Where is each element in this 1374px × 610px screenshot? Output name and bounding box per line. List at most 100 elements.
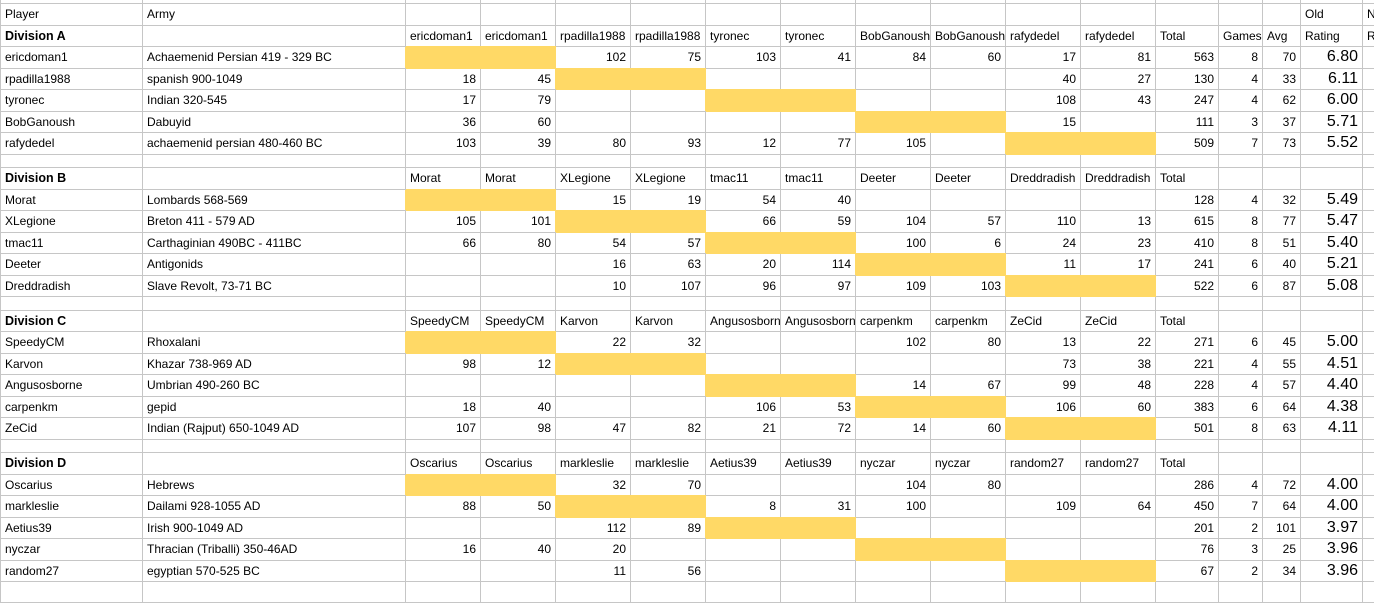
player-name-cell[interactable]: rpadilla1988: [0, 68, 143, 90]
empty-cell[interactable]: [480, 0, 556, 4]
empty-cell[interactable]: [855, 154, 931, 168]
score-cell[interactable]: [1080, 560, 1156, 582]
games-cell[interactable]: 8: [1218, 210, 1263, 233]
player-name-cell[interactable]: Deeter: [0, 253, 143, 276]
empty-cell[interactable]: [780, 3, 856, 26]
score-cell[interactable]: 98: [405, 353, 481, 375]
score-cell[interactable]: 12: [480, 353, 556, 375]
old-rating-cell[interactable]: 4.38: [1300, 396, 1363, 418]
empty-cell[interactable]: [1362, 560, 1374, 582]
score-cell[interactable]: 114: [780, 253, 856, 276]
empty-cell[interactable]: [1262, 452, 1301, 475]
empty-cell[interactable]: [1362, 296, 1374, 311]
empty-cell[interactable]: [480, 154, 556, 168]
score-cell[interactable]: [405, 331, 481, 354]
score-cell[interactable]: [780, 560, 856, 582]
empty-cell[interactable]: [142, 296, 406, 311]
player-name-cell[interactable]: XLegione: [0, 210, 143, 233]
score-cell[interactable]: [705, 560, 781, 582]
empty-cell[interactable]: [1155, 581, 1219, 603]
score-cell[interactable]: 66: [405, 232, 481, 254]
score-cell[interactable]: [405, 275, 481, 297]
empty-cell[interactable]: [555, 581, 631, 603]
empty-cell[interactable]: [1362, 538, 1374, 561]
empty-cell[interactable]: [1300, 439, 1363, 453]
score-cell[interactable]: [555, 111, 631, 133]
games-cell[interactable]: 6: [1218, 331, 1263, 354]
total-column-header[interactable]: Total: [1155, 310, 1219, 332]
opponent-column-header[interactable]: tmac11: [705, 167, 781, 190]
score-cell[interactable]: 12: [705, 132, 781, 155]
score-cell[interactable]: [405, 474, 481, 496]
opponent-column-header[interactable]: ZeCid: [1080, 310, 1156, 332]
total-cell[interactable]: 128: [1155, 189, 1219, 211]
empty-cell[interactable]: [930, 3, 1006, 26]
score-cell[interactable]: 40: [480, 538, 556, 561]
empty-cell[interactable]: [930, 154, 1006, 168]
score-cell[interactable]: 39: [480, 132, 556, 155]
score-cell[interactable]: [630, 210, 706, 233]
score-cell[interactable]: 88: [405, 495, 481, 518]
score-cell[interactable]: 93: [630, 132, 706, 155]
column-header-army[interactable]: Army: [142, 3, 406, 26]
empty-cell[interactable]: [1262, 0, 1301, 4]
score-cell[interactable]: [630, 396, 706, 418]
empty-cell[interactable]: [405, 3, 481, 26]
score-cell[interactable]: 32: [630, 331, 706, 354]
score-cell[interactable]: 17: [405, 89, 481, 112]
score-cell[interactable]: 20: [555, 538, 631, 561]
total-cell[interactable]: 228: [1155, 374, 1219, 397]
empty-cell[interactable]: [1218, 452, 1263, 475]
score-cell[interactable]: 72: [780, 417, 856, 440]
score-cell[interactable]: [855, 89, 931, 112]
games-column-header[interactable]: Games: [1218, 25, 1263, 47]
score-cell[interactable]: [930, 560, 1006, 582]
empty-cell[interactable]: [555, 0, 631, 4]
score-cell[interactable]: [1080, 132, 1156, 155]
army-cell[interactable]: Indian 320-545: [142, 89, 406, 112]
score-cell[interactable]: [1005, 538, 1081, 561]
score-cell[interactable]: [705, 232, 781, 254]
avg-cell[interactable]: 73: [1262, 132, 1301, 155]
empty-cell[interactable]: [480, 439, 556, 453]
total-cell[interactable]: 383: [1155, 396, 1219, 418]
empty-cell[interactable]: [0, 154, 143, 168]
player-name-cell[interactable]: ericdoman1: [0, 46, 143, 69]
score-cell[interactable]: 102: [855, 331, 931, 354]
score-cell[interactable]: [705, 353, 781, 375]
score-cell[interactable]: 15: [1005, 111, 1081, 133]
score-cell[interactable]: 101: [480, 210, 556, 233]
old-rating-cell[interactable]: 5.21: [1300, 253, 1363, 276]
avg-cell[interactable]: 55: [1262, 353, 1301, 375]
avg-cell[interactable]: 87: [1262, 275, 1301, 297]
score-cell[interactable]: 106: [705, 396, 781, 418]
total-cell[interactable]: 522: [1155, 275, 1219, 297]
army-cell[interactable]: Dailami 928-1055 AD: [142, 495, 406, 518]
empty-cell[interactable]: [142, 0, 406, 4]
score-cell[interactable]: [855, 68, 931, 90]
empty-cell[interactable]: [1362, 581, 1374, 603]
score-cell[interactable]: 20: [705, 253, 781, 276]
score-cell[interactable]: [1080, 111, 1156, 133]
total-cell[interactable]: 201: [1155, 517, 1219, 539]
old-rating-cell[interactable]: 4.11: [1300, 417, 1363, 440]
empty-cell[interactable]: [1218, 296, 1263, 311]
empty-cell[interactable]: [480, 581, 556, 603]
empty-cell[interactable]: [1080, 439, 1156, 453]
empty-cell[interactable]: [1300, 167, 1363, 190]
opponent-column-header[interactable]: XLegione: [630, 167, 706, 190]
score-cell[interactable]: [1005, 560, 1081, 582]
division-title[interactable]: Division C: [0, 310, 143, 332]
player-name-cell[interactable]: Morat: [0, 189, 143, 211]
opponent-column-header[interactable]: Morat: [480, 167, 556, 190]
score-cell[interactable]: 14: [855, 374, 931, 397]
army-cell[interactable]: Irish 900-1049 AD: [142, 517, 406, 539]
empty-cell[interactable]: [855, 3, 931, 26]
score-cell[interactable]: [480, 253, 556, 276]
score-cell[interactable]: [930, 89, 1006, 112]
opponent-column-header[interactable]: rafydedel: [1005, 25, 1081, 47]
score-cell[interactable]: 47: [555, 417, 631, 440]
score-cell[interactable]: [1080, 474, 1156, 496]
opponent-column-header[interactable]: Karvon: [555, 310, 631, 332]
score-cell[interactable]: [930, 111, 1006, 133]
